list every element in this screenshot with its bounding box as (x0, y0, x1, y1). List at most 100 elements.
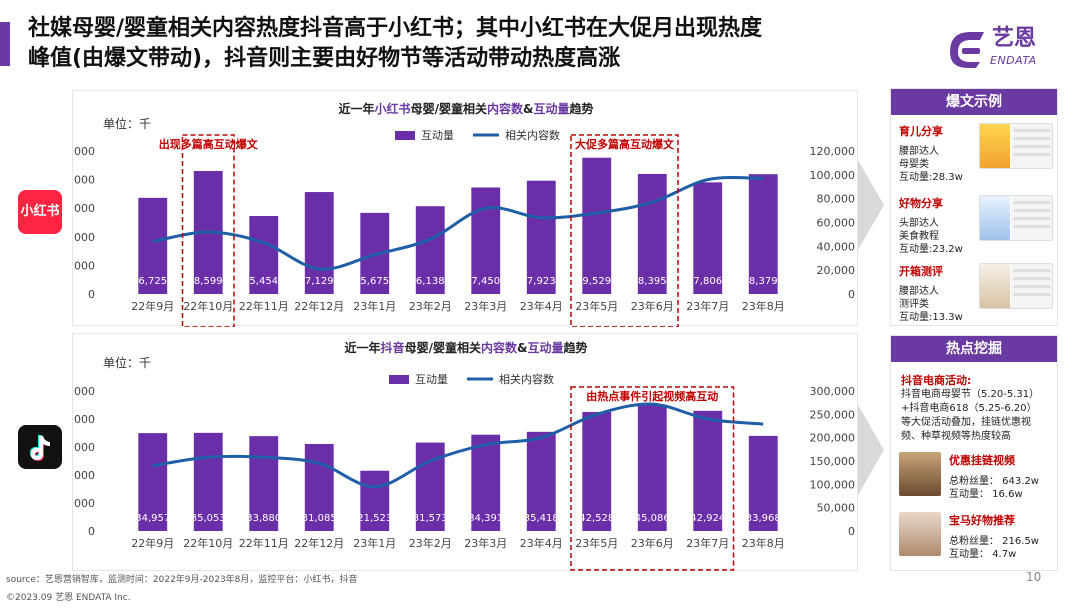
bar (471, 187, 501, 294)
y-right-tick-label: 50,000 (817, 502, 856, 515)
item-line: 母婴类 (899, 159, 929, 170)
douyin-chart: 近一年抖音母婴/婴童相关内容数&互动量趋势互动量相关内容数010,00020,0… (73, 340, 856, 571)
post-thumbnail[interactable] (979, 263, 1053, 309)
bar-value-label: 31,085 (302, 513, 337, 524)
item-line: 互动量:28.3w (899, 172, 963, 183)
hot-topic-line: +抖音电商618（5.25-6.20） (901, 403, 1037, 414)
y-left-tick-label: 6,000 (73, 202, 95, 215)
y-left-tick-label: 50,000 (73, 385, 95, 398)
bar (249, 436, 279, 531)
y-right-tick-label: 100,000 (810, 169, 856, 182)
hot-topics-panel: 热点挖掘 抖音电商活动: 抖音电商母婴节（5.20-5.31） +抖音电商618… (890, 335, 1058, 571)
bar-value-label: 45,086 (635, 513, 670, 524)
bar (193, 432, 223, 531)
bar (415, 206, 445, 294)
video-fans: 总粉丝量： 643.2w (949, 476, 1039, 487)
video-interactions: 互动量： 16.6w (949, 489, 1023, 500)
title-line-2: 峰值(由爆文带动)，抖音则主要由好物节等活动带动热度高涨 (28, 46, 621, 71)
y-right-tick-label: 40,000 (817, 240, 856, 253)
xhs-chart: 近一年小红书母婴/婴童相关内容数&互动量趋势互动量相关内容数02,0004,00… (73, 101, 856, 327)
video-thumbnail[interactable] (899, 512, 941, 556)
post-thumbnail[interactable] (979, 195, 1053, 241)
video-fans: 总粉丝量： 216.5w (949, 536, 1039, 547)
x-tick-label: 23年1月 (353, 299, 396, 313)
page-number: 10 (1026, 570, 1042, 584)
viral-example-item: 育儿分享 腰部达人 母婴类 互动量:28.3w (899, 123, 1057, 184)
video-example[interactable]: 优惠挂链视频 总粉丝量： 643.2w 互动量： 16.6w (899, 452, 1057, 500)
item-line: 互动量:13.3w (899, 312, 963, 323)
annotation-box (181, 134, 235, 327)
item-title: 育儿分享 (899, 125, 943, 138)
video-thumbnail[interactable] (899, 452, 941, 496)
hot-topic-description: 抖音电商活动: 抖音电商母婴节（5.20-5.31） +抖音电商618（5.25… (901, 374, 1053, 444)
y-left-tick-label: 2,000 (73, 259, 95, 272)
x-tick-label: 23年8月 (742, 536, 785, 550)
x-tick-label: 23年5月 (575, 299, 618, 313)
bar-value-label: 42,924 (690, 513, 725, 524)
bar-value-label: 21,523 (357, 513, 392, 524)
item-title: 好物分享 (899, 197, 943, 210)
bar (526, 180, 556, 294)
bar-value-label: 9,529 (582, 276, 611, 287)
x-tick-label: 22年12月 (294, 536, 344, 550)
logo-en-text: ENDATA (990, 54, 1037, 67)
legend-line-label: 相关内容数 (499, 372, 554, 386)
y-right-tick-label: 0 (848, 525, 855, 538)
x-tick-label: 22年11月 (239, 536, 289, 550)
title-line-1: 社媒母婴/婴童相关内容热度抖音高于小红书；其中小红书在大促月出现热度 (28, 16, 763, 41)
viral-example-item: 开箱测评 腰部达人 测评类 互动量:13.3w (899, 263, 1057, 324)
bar-value-label: 34,391 (468, 513, 503, 524)
y-right-tick-label: 150,000 (810, 455, 856, 468)
item-line: 腰部达人 (899, 146, 939, 157)
chart-title-part: & (523, 102, 533, 116)
chart-title: 近一年小红书母婴/婴童相关内容数&互动量趋势 (339, 101, 594, 116)
item-line: 腰部达人 (899, 286, 939, 297)
x-tick-label: 23年4月 (520, 299, 563, 313)
x-tick-label: 22年11月 (239, 299, 289, 313)
y-right-tick-label: 120,000 (810, 145, 856, 158)
viral-example-item: 好物分享 头部达人 美食教程 互动量:23.2w (899, 195, 1057, 256)
bar-value-label: 6,138 (416, 276, 445, 287)
bar (748, 435, 778, 531)
annotation-label: 出现多篇高互动爆文 (159, 137, 259, 151)
viral-examples-panel: 爆文示例 育儿分享 腰部达人 母婴类 互动量:28.3w 好物分享 头部达人 美… (890, 88, 1058, 326)
item-line: 头部达人 (899, 218, 939, 229)
x-tick-label: 23年6月 (631, 536, 674, 550)
bar (249, 216, 279, 294)
y-left-tick-label: 10,000 (73, 497, 95, 510)
source-note: source：艺恩营销智库，监测时间：2022年9月-2023年8月，监控平台：… (6, 575, 358, 585)
annotation-box (570, 386, 735, 571)
chart-title-part: 母婴/婴童相关 (405, 340, 481, 355)
x-tick-label: 22年12月 (294, 299, 344, 313)
bar-value-label: 8,379 (749, 276, 778, 287)
endata-logo-icon (950, 32, 984, 68)
hot-topic-line: 等大促活动叠加，挂链优惠视 (901, 417, 1031, 428)
y-left-tick-label: 0 (88, 525, 95, 538)
bar (138, 433, 168, 531)
legend-bar-label: 互动量 (415, 373, 448, 386)
hot-topic-line: 抖音电商母婴节（5.20-5.31） (901, 389, 1040, 400)
chart-title-part: 内容数 (481, 340, 518, 355)
xiaohongshu-logo: 小红书 (18, 190, 62, 234)
page-title: 社媒母婴/婴童相关内容热度抖音高于小红书；其中小红书在大促月出现热度 峰值(由爆… (28, 14, 928, 74)
x-tick-label: 22年9月 (131, 299, 174, 313)
x-tick-label: 22年10月 (183, 536, 233, 550)
annotation-label: 大促多篇高互动爆文 (575, 137, 675, 151)
bar-value-label: 35,418 (524, 513, 559, 524)
video-example[interactable]: 宝马好物推荐 总粉丝量： 216.5w 互动量： 4.7w (899, 512, 1057, 560)
legend-bar-swatch (395, 131, 415, 140)
bar (526, 431, 556, 531)
y-left-tick-label: 8,000 (73, 174, 95, 187)
post-thumbnail[interactable] (979, 123, 1053, 169)
bar (637, 173, 667, 294)
x-tick-label: 23年3月 (464, 299, 507, 313)
y-right-tick-label: 300,000 (810, 385, 856, 398)
bar-value-label: 42,528 (579, 513, 614, 524)
title-accent-bar (0, 22, 10, 66)
y-left-tick-label: 40,000 (73, 413, 95, 426)
douyin-chart-panel: 单位：千 近一年抖音母婴/婴童相关内容数&互动量趋势互动量相关内容数010,00… (72, 333, 858, 571)
arrow-right-icon (858, 405, 884, 495)
copyright: ©2023.09 艺恩 ENDATA Inc. (6, 593, 131, 603)
hot-topic-title: 抖音电商活动: (901, 374, 972, 387)
